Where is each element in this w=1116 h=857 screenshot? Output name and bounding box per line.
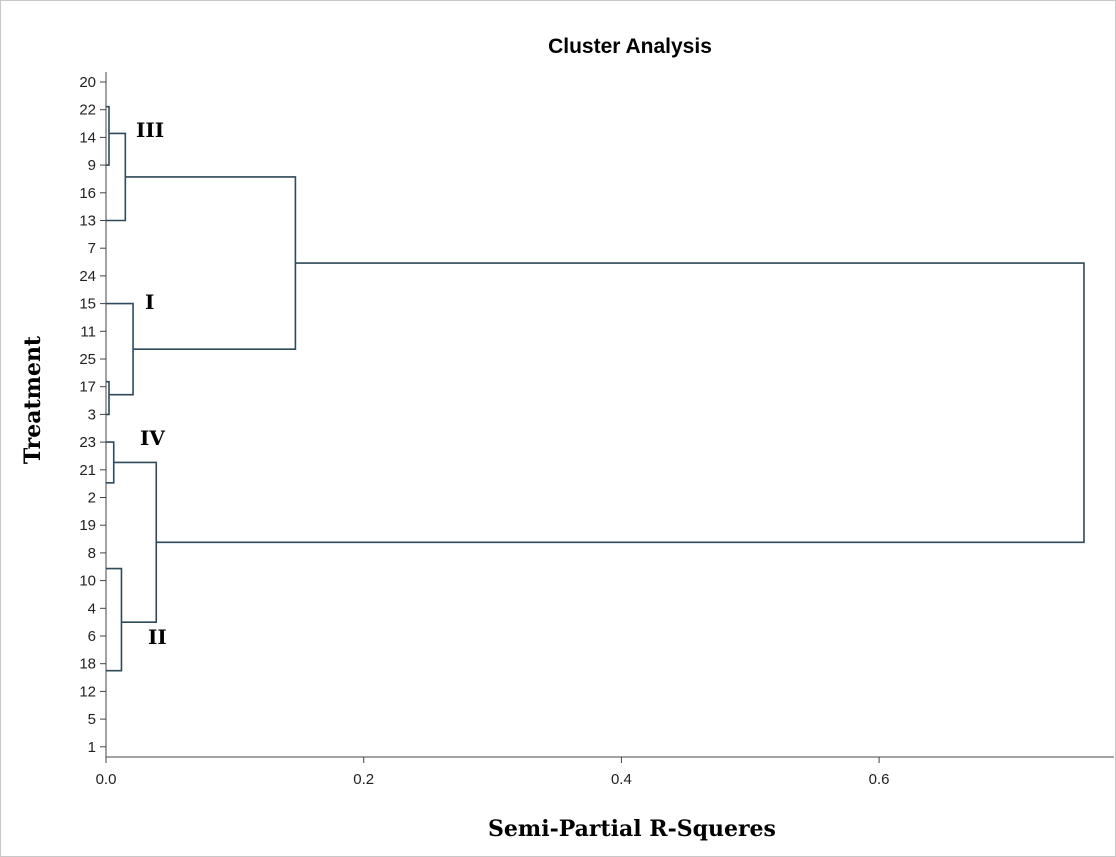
y-tick-label: 21 [79,462,96,479]
cluster-label-IV: IV [140,426,165,450]
y-tick-label: 18 [79,656,96,673]
y-tick-label: 2 [88,490,96,507]
y-tick-label: 20 [79,74,96,91]
cluster-label-III: III [136,118,164,142]
x-axis-label: Semi-Partial R-Squeres [488,816,776,842]
link-cluster-II [106,567,123,672]
link-cluster-I [106,302,134,396]
y-tick-label: 25 [79,351,96,368]
link-cluster-IV [106,441,115,484]
link-IV-II [113,461,158,623]
x-tick-labels: 0.0 0.2 0.4 0.6 [96,771,890,788]
y-tick-label: 17 [79,379,96,396]
y-tick-label: 24 [79,268,96,285]
y-tick-label: 13 [79,213,96,230]
y-tick-label: 10 [79,573,96,590]
cluster-label-I: I [145,290,154,314]
y-tick-label: 9 [88,157,96,174]
y-tick-label: 1 [88,739,96,756]
y-tick-label: 22 [79,102,96,119]
y-tick-label: 14 [79,129,96,146]
x-tick-label: 0.2 [353,771,374,788]
x-tick-label: 0.6 [869,771,890,788]
link-17-3 [106,380,110,416]
x-tick-label: 0.4 [611,771,632,788]
y-tick-label: 11 [80,323,96,340]
dendrogram-links [106,105,1085,672]
y-tick-label: 23 [79,434,96,451]
link-III-I [125,176,297,350]
link-root [156,262,1085,544]
y-tick-label: 19 [79,517,96,534]
y-tick-label: 8 [88,545,96,562]
y-tick-label: 15 [79,296,96,313]
cluster-label-II: II [148,625,167,649]
x-tick-label: 0.0 [96,771,117,788]
y-tick-label: 5 [88,711,96,728]
y-tick-label: 12 [79,683,96,700]
y-axis-label: Treatment [20,335,46,464]
y-tick-label: 3 [88,406,96,423]
y-tick-labels: 20 22 14 9 16 13 7 24 15 11 25 17 3 23 21 2 19 8 10 4 6 18 12 5… [79,74,96,756]
y-tick-label: 16 [79,185,96,202]
y-tick-label: 4 [88,600,96,617]
axes [100,72,1114,763]
y-tick-label: 7 [88,240,96,257]
link-22-9 [106,105,110,166]
chart-title: Cluster Analysis [548,35,712,58]
link-cluster-III [106,132,127,222]
y-tick-label: 6 [88,628,96,645]
